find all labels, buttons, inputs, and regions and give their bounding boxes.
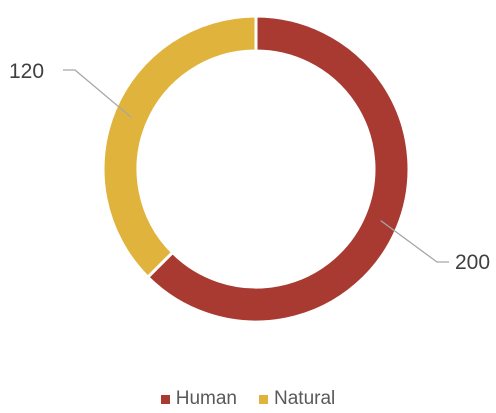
leader-line-human <box>380 220 449 263</box>
legend-label-natural: Natural <box>274 388 336 409</box>
legend-item-natural: Natural <box>259 388 335 410</box>
leader-line-natural <box>63 69 132 118</box>
legend-label-human: Human <box>175 388 237 409</box>
legend-swatch-natural <box>259 394 268 404</box>
data-label-natural: 120 <box>9 60 44 83</box>
data-labels: 200 120 <box>9 60 490 274</box>
data-label-human: 200 <box>455 251 490 274</box>
donut-slices <box>101 14 411 324</box>
slice-human <box>145 14 411 324</box>
legend: Human Natural <box>0 388 496 410</box>
slice-natural <box>101 14 258 280</box>
legend-swatch-human <box>160 394 170 404</box>
leader-lines <box>63 69 449 263</box>
legend-item-human: Human <box>160 388 237 410</box>
